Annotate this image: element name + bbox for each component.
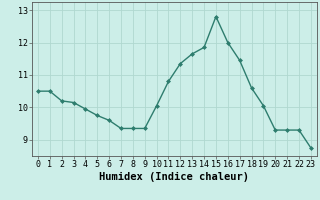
X-axis label: Humidex (Indice chaleur): Humidex (Indice chaleur): [100, 172, 249, 182]
